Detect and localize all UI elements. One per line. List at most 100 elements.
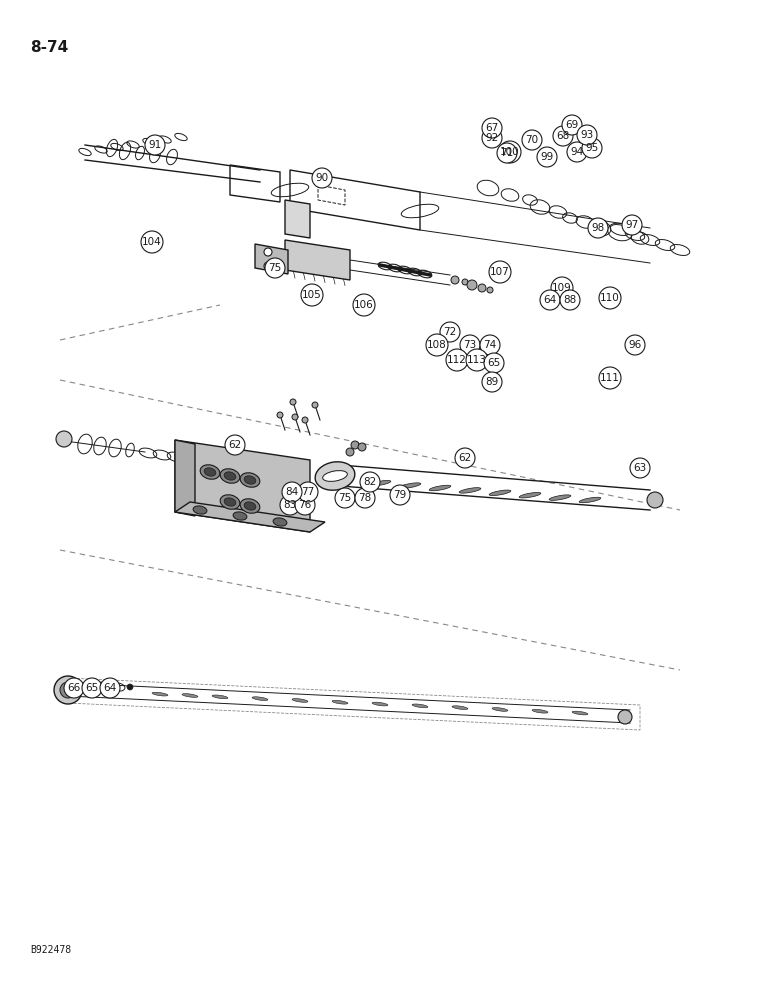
Text: 108: 108: [427, 340, 447, 350]
Circle shape: [225, 435, 245, 455]
Text: 76: 76: [298, 500, 312, 510]
Text: 65: 65: [487, 358, 500, 368]
Circle shape: [312, 168, 332, 188]
Circle shape: [482, 372, 502, 392]
Ellipse shape: [224, 472, 236, 480]
Ellipse shape: [220, 469, 240, 483]
Circle shape: [54, 676, 82, 704]
Circle shape: [141, 231, 163, 253]
Circle shape: [466, 349, 488, 371]
Ellipse shape: [412, 704, 428, 708]
Polygon shape: [285, 240, 350, 280]
Circle shape: [622, 215, 642, 235]
Circle shape: [499, 141, 521, 163]
Text: 96: 96: [628, 340, 642, 350]
Circle shape: [440, 322, 460, 342]
Ellipse shape: [315, 462, 355, 490]
Text: 78: 78: [358, 493, 371, 503]
Circle shape: [145, 135, 165, 155]
Text: 111: 111: [600, 373, 620, 383]
Circle shape: [462, 279, 468, 285]
Ellipse shape: [224, 498, 236, 506]
Circle shape: [355, 488, 375, 508]
Circle shape: [478, 284, 486, 292]
Circle shape: [577, 125, 597, 145]
Circle shape: [625, 335, 645, 355]
Circle shape: [599, 287, 621, 309]
Text: 77: 77: [301, 487, 315, 497]
Ellipse shape: [244, 476, 256, 484]
Circle shape: [480, 335, 500, 355]
Ellipse shape: [519, 492, 541, 498]
Ellipse shape: [459, 488, 481, 493]
Text: 100: 100: [500, 147, 520, 157]
Circle shape: [467, 280, 477, 290]
Circle shape: [264, 248, 272, 256]
Text: 95: 95: [585, 143, 598, 153]
Text: 75: 75: [269, 263, 282, 273]
Circle shape: [588, 218, 608, 238]
Text: 94: 94: [571, 147, 584, 157]
Circle shape: [522, 130, 542, 150]
Circle shape: [537, 147, 557, 167]
Ellipse shape: [240, 473, 260, 487]
Text: 64: 64: [543, 295, 557, 305]
Text: 91: 91: [148, 140, 161, 150]
Circle shape: [553, 126, 573, 146]
Circle shape: [82, 678, 102, 698]
Circle shape: [100, 678, 120, 698]
Text: 93: 93: [581, 130, 594, 140]
Text: 82: 82: [364, 477, 377, 487]
Text: 63: 63: [633, 463, 647, 473]
Circle shape: [312, 402, 318, 408]
Text: B922478: B922478: [30, 945, 71, 955]
Text: 89: 89: [486, 377, 499, 387]
Circle shape: [489, 261, 511, 283]
Text: 106: 106: [354, 300, 374, 310]
Circle shape: [298, 482, 318, 502]
Circle shape: [127, 684, 133, 690]
Text: 65: 65: [86, 683, 99, 693]
Ellipse shape: [233, 512, 247, 520]
Circle shape: [280, 495, 300, 515]
Circle shape: [346, 448, 354, 456]
Ellipse shape: [532, 709, 548, 713]
Text: 66: 66: [67, 683, 80, 693]
Ellipse shape: [182, 694, 198, 697]
Ellipse shape: [200, 465, 220, 479]
Circle shape: [560, 290, 580, 310]
Circle shape: [426, 334, 448, 356]
Circle shape: [446, 349, 468, 371]
Text: 88: 88: [564, 295, 577, 305]
Circle shape: [65, 687, 71, 693]
Text: 72: 72: [443, 327, 456, 337]
Circle shape: [551, 277, 573, 299]
Circle shape: [292, 414, 298, 420]
Ellipse shape: [244, 502, 256, 510]
Polygon shape: [285, 200, 310, 238]
Circle shape: [335, 488, 355, 508]
Circle shape: [302, 417, 308, 423]
Text: 70: 70: [526, 135, 539, 145]
Ellipse shape: [489, 490, 511, 496]
Text: 84: 84: [286, 487, 299, 497]
Circle shape: [265, 258, 285, 278]
Ellipse shape: [369, 480, 391, 486]
Circle shape: [60, 682, 76, 698]
Circle shape: [351, 441, 359, 449]
Ellipse shape: [193, 506, 207, 514]
Circle shape: [540, 290, 560, 310]
Ellipse shape: [579, 497, 601, 503]
Circle shape: [360, 472, 380, 492]
Circle shape: [358, 443, 366, 451]
Text: 99: 99: [540, 152, 554, 162]
Text: 113: 113: [467, 355, 487, 365]
Text: 71: 71: [500, 148, 513, 158]
Text: 98: 98: [591, 223, 604, 233]
Polygon shape: [175, 440, 310, 532]
Text: 75: 75: [338, 493, 351, 503]
Circle shape: [282, 482, 302, 502]
Circle shape: [460, 335, 480, 355]
Text: 67: 67: [486, 123, 499, 133]
Circle shape: [482, 128, 502, 148]
